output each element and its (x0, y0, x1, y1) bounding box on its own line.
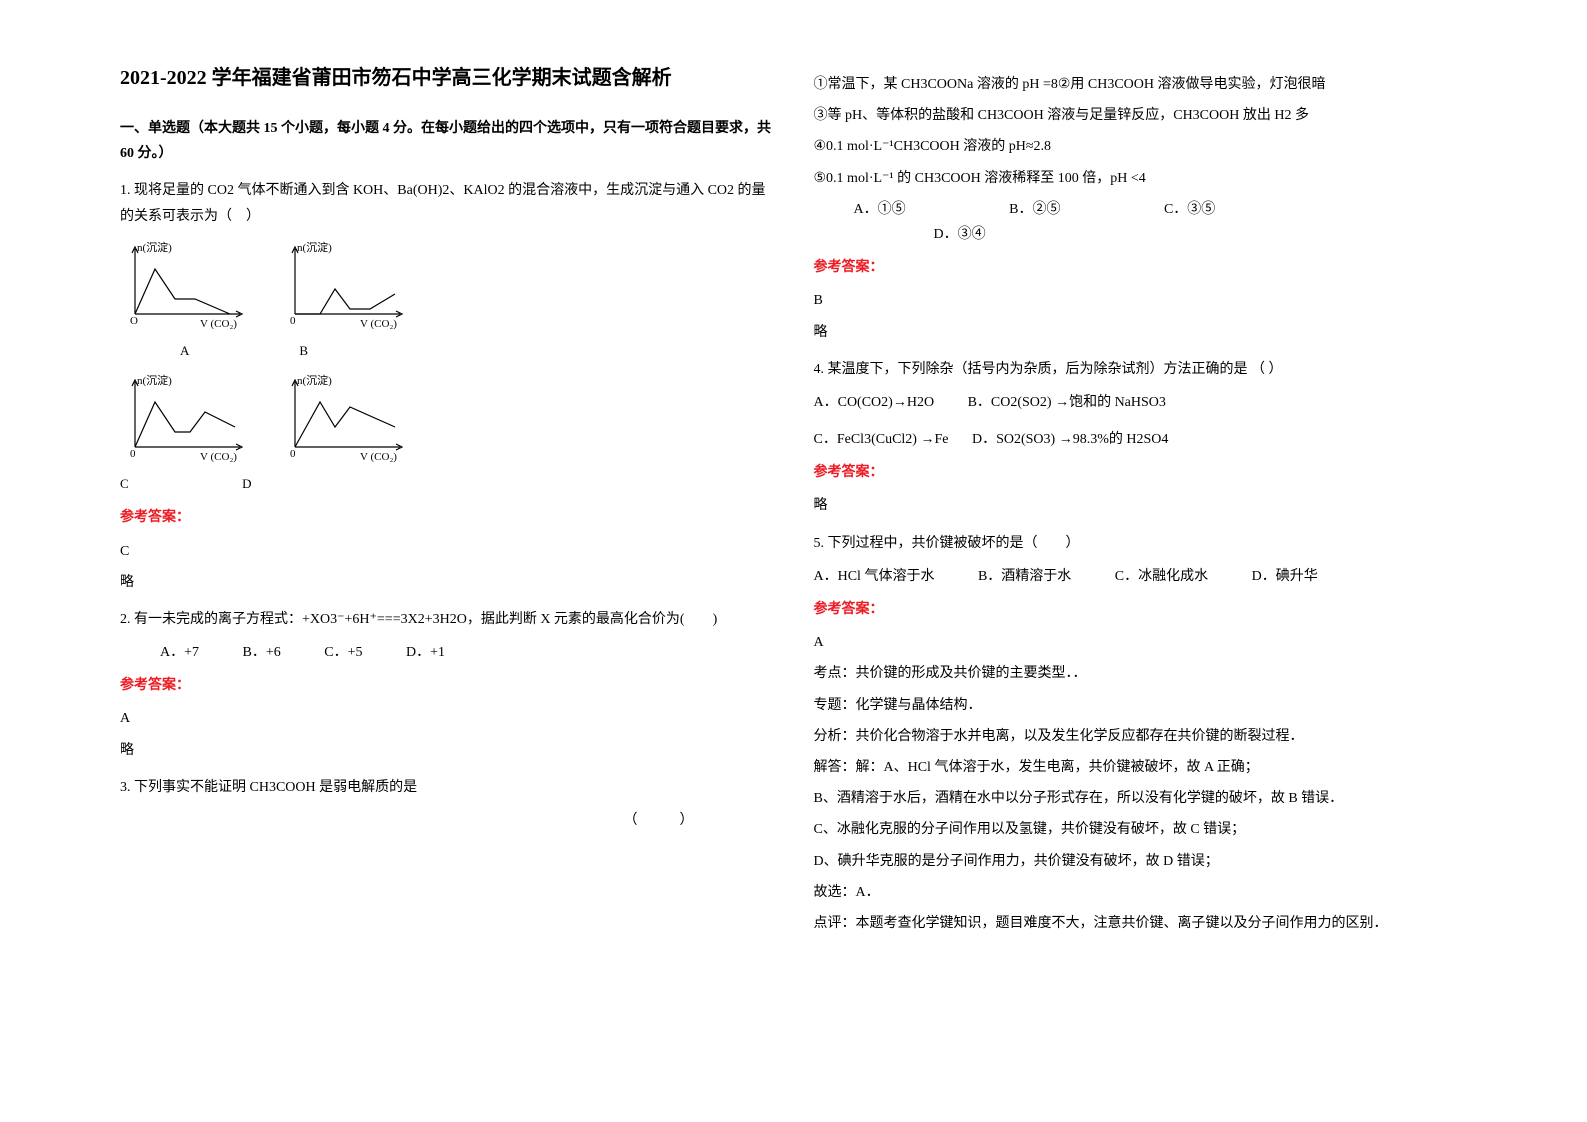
chart-d-xlabel: V (CO₂) (360, 451, 397, 462)
q2-option-a: A．+7 (160, 640, 199, 665)
q5-analysis-6: C、冰融化克服的分子间作用以及氢键，共价键没有破坏，故 C 错误； (814, 817, 1468, 842)
q3-answer: B (814, 288, 1468, 313)
q3-item-5: ⑤0.1 mol·L⁻¹ 的 CH3COOH 溶液稀释至 100 倍，pH <4 (814, 166, 1468, 191)
q5-analysis-7: D、碘升华克服的是分子间作用力，共价键没有破坏，故 D 错误； (814, 849, 1468, 874)
section-1-header: 一、单选题（本大题共 15 个小题，每小题 4 分。在每小题给出的四个选项中，只… (120, 116, 774, 166)
chart-a-ylabel: n(沉淀) (137, 240, 172, 254)
svg-text:0: 0 (290, 448, 296, 460)
q3-option-c: C．③⑤ (1164, 197, 1215, 222)
q1-charts-row-1: n(沉淀) V (CO₂) O n(沉淀) V (CO₂) 0 (120, 239, 774, 329)
q5-analysis-3: 分析：共价化合物溶于水并电离，以及发生化学反应都存在共价键的断裂过程． (814, 724, 1468, 749)
svg-text:0: 0 (130, 448, 136, 460)
q1-charts-row-2: n(沉淀) V (CO₂) 0 n(沉淀) V (CO₂) 0 (120, 372, 774, 462)
q4-option-c: C．FeCl3(CuCl2) →Fe (814, 427, 949, 452)
q1-answer: C (120, 539, 774, 564)
q5-option-c: C．冰融化成水 (1115, 564, 1208, 589)
q1-answer-label: 参考答案： (120, 505, 774, 530)
chart-label-d: D (242, 476, 251, 491)
q3-item-4: ④0.1 mol·L⁻¹CH3COOH 溶液的 pH≈2.8 (814, 134, 1468, 159)
chart-b-xlabel: V (CO₂) (360, 318, 397, 329)
q5-option-a: A．HCl 气体溶于水 (814, 564, 935, 589)
question-5: 5. 下列过程中，共价键被破坏的是（ ） A．HCl 气体溶于水 B．酒精溶于水… (814, 531, 1468, 936)
chart-d-svg: n(沉淀) V (CO₂) 0 (280, 372, 410, 462)
q5-answer: A (814, 630, 1468, 655)
chart-c-ylabel: n(沉淀) (137, 373, 172, 387)
chart-b-ylabel: n(沉淀) (297, 240, 332, 254)
question-1: 1. 现将足量的 CO2 气体不断通入到含 KOH、Ba(OH)2、KAlO2 … (120, 178, 774, 595)
q5-analysis-5: B、酒精溶于水后，酒精在水中以分子形式存在，所以没有化学键的破坏，故 B 错误． (814, 786, 1468, 811)
svg-text:O: O (130, 315, 138, 327)
q4-text: 4. 某温度下，下列除杂（括号内为杂质，后为除杂试剂）方法正确的是 （ ） (814, 357, 1468, 382)
q3-paren: （ ） (120, 808, 774, 833)
q3-note: 略 (814, 320, 1468, 345)
q3-option-a: A．①⑤ (854, 197, 906, 222)
q1-chart-b: n(沉淀) V (CO₂) 0 (280, 239, 410, 329)
q2-text: 2. 有一未完成的离子方程式：+XO3⁻+6H⁺===3X2+3H2O，据此判断… (120, 607, 774, 632)
question-4: 4. 某温度下，下列除杂（括号内为杂质，后为除杂试剂）方法正确的是 （ ） A．… (814, 357, 1468, 519)
left-column: 2021-2022 学年福建省莆田市笏石中学高三化学期末试题含解析 一、单选题（… (100, 60, 794, 1062)
q2-note: 略 (120, 738, 774, 763)
chart-c-svg: n(沉淀) V (CO₂) 0 (120, 372, 250, 462)
chart-a-svg: n(沉淀) V (CO₂) O (120, 239, 250, 329)
q1-chart-d: n(沉淀) V (CO₂) 0 (280, 372, 410, 462)
question-3-body: ①常温下，某 CH3COONa 溶液的 pH =8②用 CH3COOH 溶液做导… (814, 72, 1468, 345)
q5-options: A．HCl 气体溶于水 B．酒精溶于水 C．冰融化成水 D．碘升华 (814, 564, 1468, 589)
q2-answer: A (120, 706, 774, 731)
q5-analysis-8: 故选：A． (814, 880, 1468, 905)
right-column: ①常温下，某 CH3COONa 溶液的 pH =8②用 CH3COOH 溶液做导… (794, 60, 1488, 1062)
q4-options-row-2: C．FeCl3(CuCl2) →Fe D．SO2(SO3) →98.3%的 H2… (814, 427, 1468, 452)
q5-analysis-1: 考点：共价键的形成及共价键的主要类型．． (814, 661, 1468, 686)
q3-option-d: D．③④ (934, 227, 986, 242)
chart-label-a: A (180, 339, 189, 362)
q4-option-b: B．CO2(SO2) →饱和的 NaHSO3 (968, 390, 1166, 415)
chart-b-svg: n(沉淀) V (CO₂) 0 (280, 239, 410, 329)
svg-text:0: 0 (290, 315, 296, 327)
chart-label-c: C (120, 476, 129, 491)
q4-options-row-1: A．CO(CO2)→H2O B．CO2(SO2) →饱和的 NaHSO3 (814, 390, 1468, 415)
q2-answer-label: 参考答案： (120, 673, 774, 698)
q3-answer-label: 参考答案： (814, 255, 1468, 280)
q5-analysis-9: 点评：本题考查化学键知识，题目难度不大，注意共价键、离子键以及分子间作用力的区别… (814, 911, 1468, 936)
chart-a-xlabel: V (CO₂) (200, 318, 237, 329)
q1-text: 1. 现将足量的 CO2 气体不断通入到含 KOH、Ba(OH)2、KAlO2 … (120, 178, 774, 228)
q4-answer-label: 参考答案： (814, 460, 1468, 485)
q2-option-c: C．+5 (324, 640, 362, 665)
chart-d-ylabel: n(沉淀) (297, 373, 332, 387)
q5-analysis-4: 解答：解：A、HCl 气体溶于水，发生电离，共价键被破坏，故 A 正确； (814, 755, 1468, 780)
document-title: 2021-2022 学年福建省莆田市笏石中学高三化学期末试题含解析 (120, 60, 774, 96)
q1-labels-row-1: A B (180, 339, 774, 362)
q4-option-d: D．SO2(SO3) →98.3%的 H2SO4 (972, 427, 1168, 452)
question-3-stem: 3. 下列事实不能证明 CH3COOH 是弱电解质的是 （ ） (120, 775, 774, 833)
q5-option-d: D．碘升华 (1252, 564, 1318, 589)
q3-option-b: B．②⑤ (1009, 197, 1060, 222)
q1-note: 略 (120, 570, 774, 595)
q2-options: A．+7 B．+6 C．+5 D．+1 (160, 640, 774, 665)
q2-option-d: D．+1 (406, 640, 445, 665)
q3-options: A．①⑤ B．②⑤ C．③⑤ D．③④ (854, 197, 1468, 247)
q5-analysis-2: 专题：化学键与晶体结构． (814, 693, 1468, 718)
question-2: 2. 有一未完成的离子方程式：+XO3⁻+6H⁺===3X2+3H2O，据此判断… (120, 607, 774, 763)
chart-c-xlabel: V (CO₂) (200, 451, 237, 462)
q3-item-3: ③等 pH、等体积的盐酸和 CH3COOH 溶液与足量锌反应，CH3COOH 放… (814, 103, 1468, 128)
q2-option-b: B．+6 (243, 640, 281, 665)
q3-text: 3. 下列事实不能证明 CH3COOH 是弱电解质的是 (120, 775, 774, 800)
q4-option-a: A．CO(CO2)→H2O (814, 390, 935, 415)
q5-answer-label: 参考答案： (814, 597, 1468, 622)
q1-chart-c: n(沉淀) V (CO₂) 0 (120, 372, 250, 462)
q4-note: 略 (814, 493, 1468, 518)
chart-label-b: B (299, 339, 308, 362)
q1-chart-a: n(沉淀) V (CO₂) O (120, 239, 250, 329)
q5-option-b: B．酒精溶于水 (978, 564, 1071, 589)
q5-text: 5. 下列过程中，共价键被破坏的是（ ） (814, 531, 1468, 556)
q1-labels-row-2: C D (120, 472, 774, 497)
q3-item-1: ①常温下，某 CH3COONa 溶液的 pH =8②用 CH3COOH 溶液做导… (814, 72, 1468, 97)
q3-text-main: 3. 下列事实不能证明 CH3COOH 是弱电解质的是 (120, 780, 417, 795)
